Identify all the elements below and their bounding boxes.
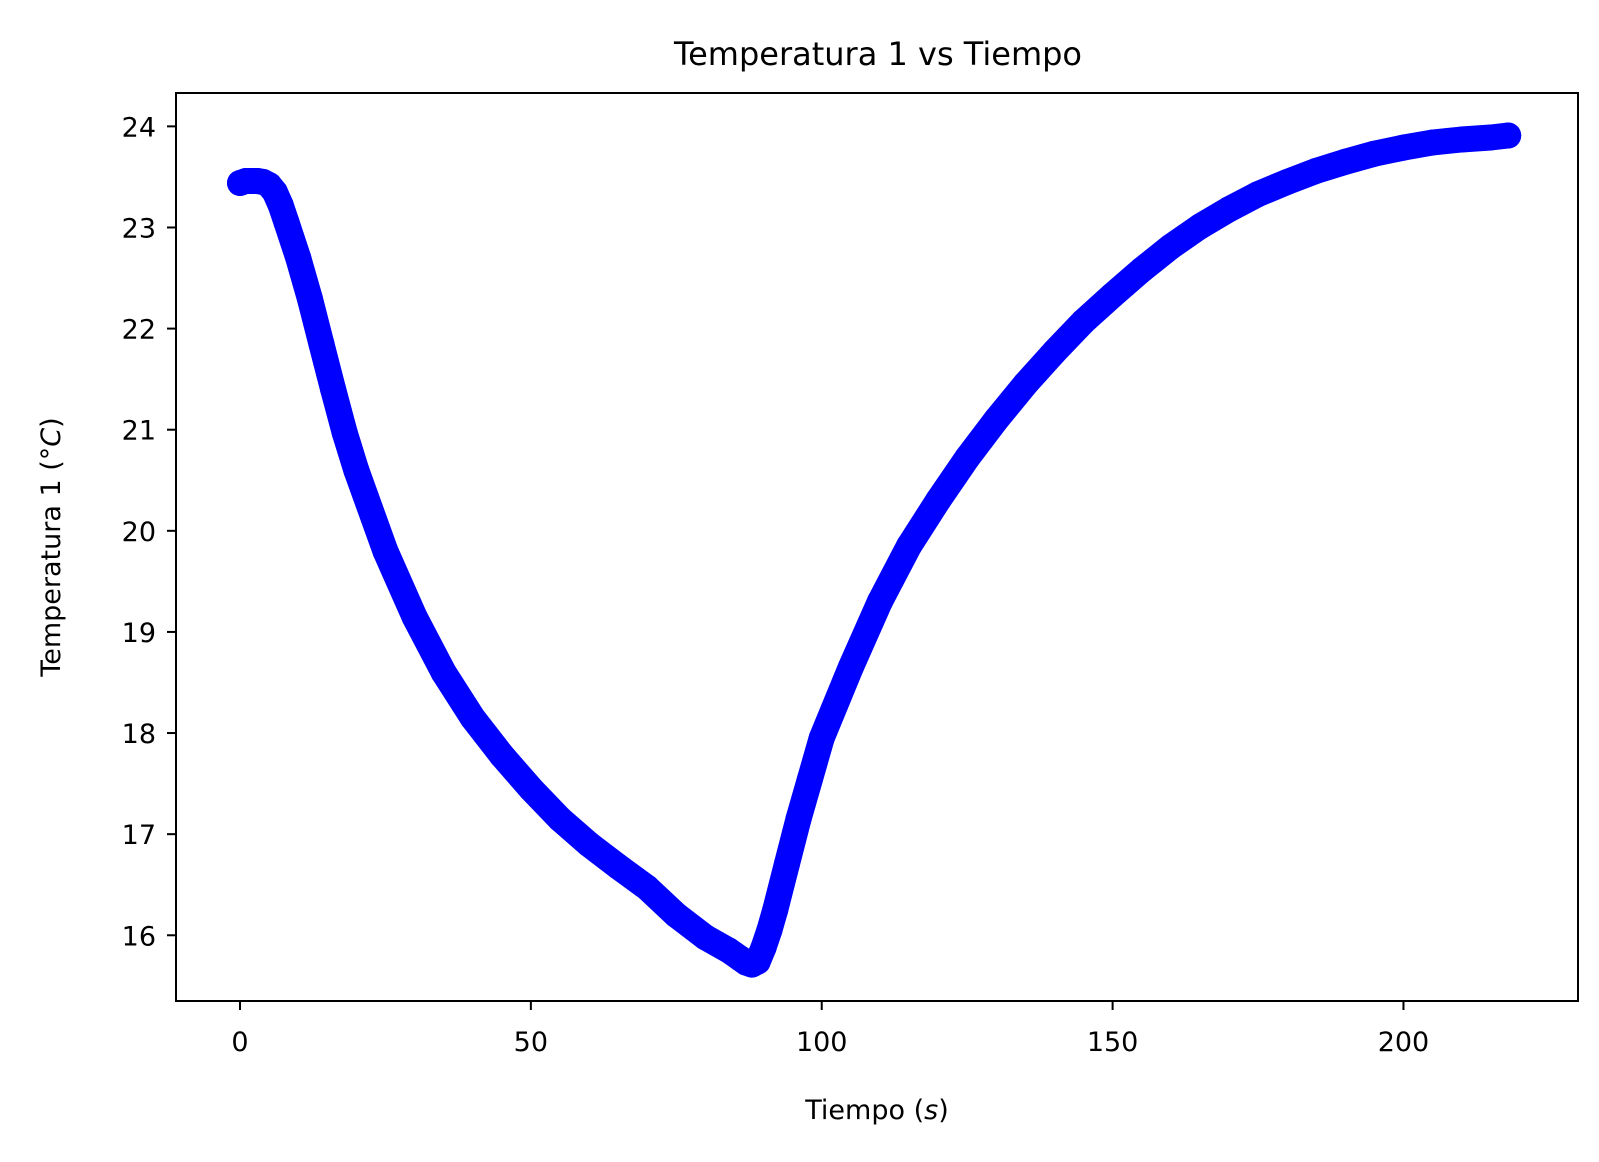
chart-title: Temperatura 1 vs Tiempo [673,35,1082,73]
data-point [1128,256,1155,283]
data-point [773,851,800,878]
x-axis: 0 50 100 150 200 [231,1001,1429,1058]
data-point [576,831,602,858]
data-point [517,775,544,802]
data-point [1245,181,1271,208]
y-tick-label: 22 [122,315,156,346]
data-point [1361,140,1388,167]
data-point [797,765,824,792]
data-point [1448,126,1475,153]
data-point [785,806,812,832]
series-layer [227,122,1522,978]
data-point [983,406,1010,433]
y-tick-label: 18 [122,719,156,750]
data-point [1216,196,1242,223]
data-point [1274,169,1301,195]
data-point [1332,148,1359,175]
data-point [1099,282,1126,309]
data-point [285,244,312,271]
data-point [1041,338,1068,365]
y-axis: 16 17 18 19 20 21 22 23 24 [122,112,176,952]
data-point [308,330,335,357]
data-point [343,457,370,484]
data-point [547,806,573,832]
data-point [1390,134,1417,161]
data-point [320,376,347,403]
x-tick-label: 150 [1087,1027,1139,1058]
y-tick-label: 19 [122,618,156,649]
x-axis-label: Tiempo (s) [804,1095,948,1126]
data-point [954,445,981,471]
y-tick-label: 23 [122,213,156,244]
data-point [808,725,835,752]
x-tick-label: 50 [514,1027,548,1058]
data-point [1495,122,1522,149]
x-tick-label: 100 [796,1027,848,1058]
data-point [634,874,661,901]
y-tick-label: 17 [122,820,156,851]
x-tick-label: 200 [1378,1027,1430,1058]
data-point [1186,213,1213,240]
data-point [1419,129,1446,156]
data-point [1012,371,1039,398]
data-point [331,419,358,446]
y-tick-label: 16 [122,921,156,952]
data-point [488,742,515,769]
y-axis-label: Temperatura 1 (°C) [36,417,67,677]
data-point [896,533,922,559]
data-point [756,917,783,944]
y-tick-label: 24 [122,112,156,143]
data-point [273,209,300,236]
data-point [925,487,952,514]
data-point [762,897,789,923]
data-point [296,285,323,312]
data-point [372,538,399,564]
data-point [692,924,719,951]
y-tick-label: 20 [122,517,156,548]
data-point [459,704,486,731]
data-point [605,853,632,880]
plot-area [176,93,1578,1001]
y-tick-label: 21 [122,416,156,447]
data-point [866,588,893,615]
data-point [430,659,457,686]
data-point [401,603,428,630]
data-point [1157,233,1184,260]
x-tick-label: 0 [231,1027,248,1058]
plot-frame [175,92,1579,1002]
data-point [1070,308,1097,335]
data-point [663,902,690,929]
data-point [837,654,864,681]
data-point [1303,157,1330,184]
